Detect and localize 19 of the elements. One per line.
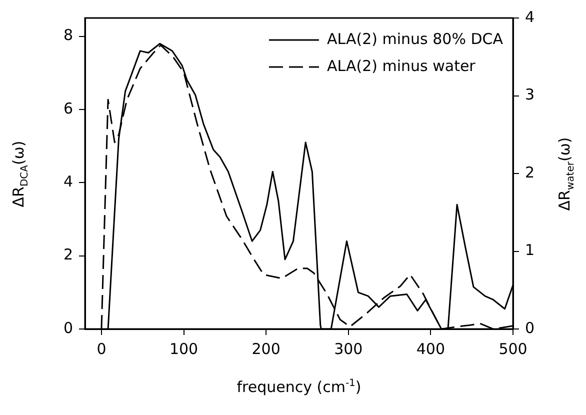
x-tick-label: 400 <box>416 340 446 358</box>
y-tick-label: 8 <box>63 26 73 44</box>
y2-tick-label: 0 <box>525 318 535 337</box>
y-tick-label: 2 <box>63 246 73 264</box>
x-axis-title: frequency (cm$^{-1}$) <box>236 378 362 396</box>
x-tick-label: 200 <box>252 340 280 358</box>
x-tick-label: 300 <box>334 340 363 358</box>
y-tick-label: 6 <box>63 99 73 118</box>
y2-tick-label: 3 <box>525 86 535 104</box>
x-tick-label: 500 <box>498 340 528 358</box>
y2-tick-label: 1 <box>525 241 535 260</box>
y2-tick-label: 2 <box>525 163 535 182</box>
y-tick-label: 0 <box>63 318 73 337</box>
y2-tick-label: 4 <box>525 8 535 26</box>
x-tick-label: 0 <box>96 340 106 358</box>
x-tick-label: 100 <box>169 340 198 358</box>
legend-label: ALA(2) minus 80% DCA <box>326 30 504 48</box>
legend-label: ALA(2) minus water <box>326 56 476 75</box>
y-tick-label: 4 <box>63 172 73 191</box>
